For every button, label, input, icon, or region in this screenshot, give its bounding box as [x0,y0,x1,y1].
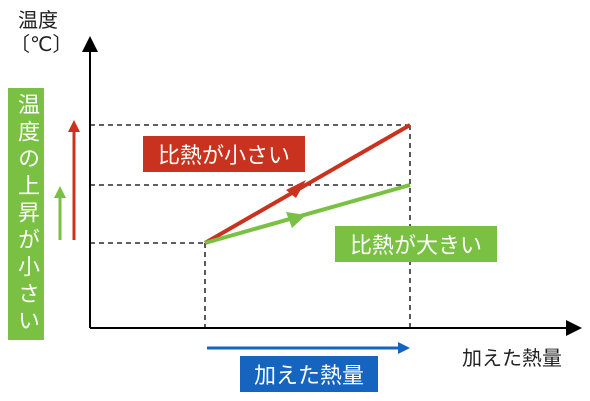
vertical-label: 温度の上昇が小さい [8,88,44,340]
green-arrowhead [286,212,306,228]
green-up-head [54,186,66,198]
blue-label: 加えた熱量 [240,356,378,392]
green-line [204,183,411,245]
red-label: 比熱が小さい [143,136,305,172]
y-axis-label: 温度 [18,8,58,32]
blue-arrow-head [398,342,410,354]
green-label: 比熱が大きい [335,226,497,262]
red-arrowhead [286,180,306,198]
y-axis-unit: 〔℃〕 [10,32,73,56]
red-line [204,123,411,245]
x-axis-label: 加えた熱量 [462,346,562,370]
red-up-head [68,120,80,132]
